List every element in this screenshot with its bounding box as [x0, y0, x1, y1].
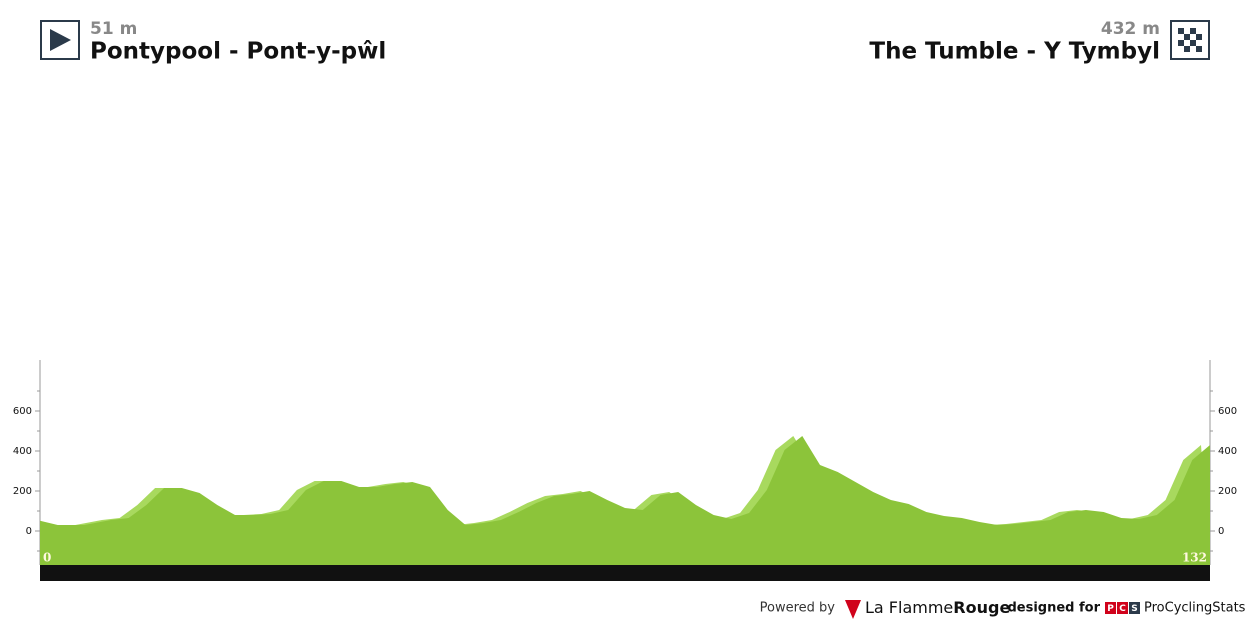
y-tick-label-right: 0 — [1218, 526, 1224, 537]
x-tick-label: 0 — [43, 551, 51, 565]
pcs-letter: S — [1131, 604, 1137, 614]
y-tick-label-right: 200 — [1218, 486, 1237, 497]
pcs-box — [1129, 602, 1140, 614]
start-elevation: 51 m — [90, 19, 137, 39]
flamme-logo — [845, 600, 861, 619]
designed-for: designed for — [1007, 601, 1100, 616]
brand-a: La Flamme — [865, 598, 953, 617]
start-icon — [40, 20, 80, 60]
y-tick-label: 200 — [13, 486, 32, 497]
brand: La FlammeRouge — [865, 598, 1010, 617]
site-name: ProCyclingStats — [1144, 601, 1246, 616]
pcs-letter: C — [1119, 604, 1126, 614]
powered-by: Powered by — [760, 601, 836, 616]
finish-name: The Tumble - Y Tymbyl — [869, 39, 1160, 65]
y-tick-label: 0 — [26, 526, 32, 537]
finish-icon — [1170, 20, 1210, 60]
y-tick-label-right: 600 — [1218, 406, 1237, 417]
distance-bar — [40, 565, 1210, 581]
pcs-box — [1117, 602, 1128, 614]
y-tick-label: 400 — [13, 446, 32, 457]
y-tick-label-right: 400 — [1218, 446, 1237, 457]
brand-b: Rouge — [953, 598, 1010, 617]
finish-elevation: 432 m — [1101, 19, 1160, 39]
y-tick-label: 600 — [13, 406, 32, 417]
profile-area — [40, 436, 1210, 565]
pcs-box — [1105, 602, 1116, 614]
plot: 0 0 200 200 400 400 600 600 0 132 — [13, 360, 1237, 565]
pcs-letter: P — [1107, 604, 1114, 614]
start-name: Pontypool - Pont-y-pŵl — [90, 39, 386, 65]
x-tick-label: 132 — [1182, 551, 1207, 565]
